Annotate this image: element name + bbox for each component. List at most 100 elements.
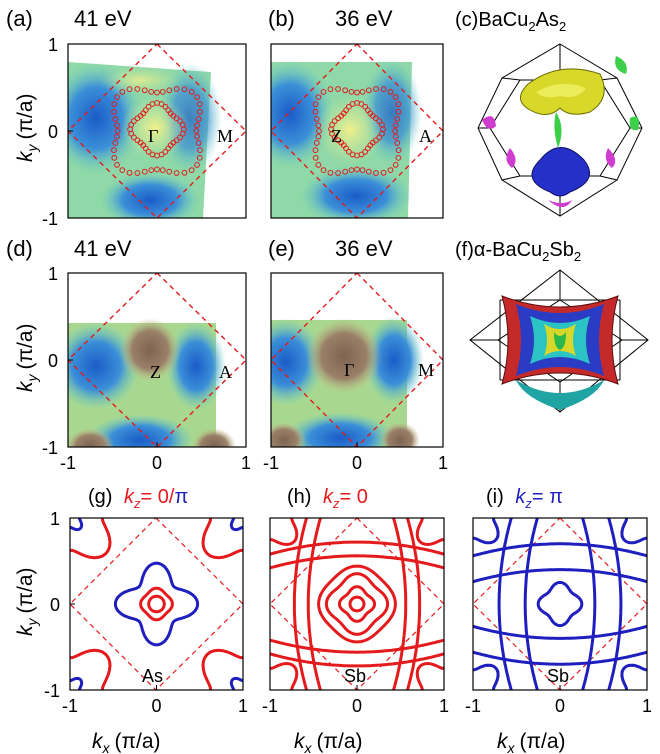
panel-b-marker-70 (359, 167, 366, 174)
xtick-e-0: 0 (352, 453, 362, 473)
panel-e-heatmap (271, 273, 443, 447)
panel-b-marker-60 (313, 140, 320, 146)
panel-a-marker-25 (145, 148, 152, 155)
panel-a-marker-7 (162, 103, 169, 110)
panel-d: (d) 41 eV Z A (6, 236, 247, 448)
panel-h-fs-sheet-b-2 (270, 540, 444, 556)
panel-d-point-center: Z (150, 362, 161, 382)
ytick-g--1: -1 (44, 681, 60, 701)
xtick-h-0: 0 (352, 696, 362, 716)
panel-b-marker-74 (387, 167, 394, 174)
panel-b-marker-61 (312, 147, 319, 154)
panel-h-fs-ring-2 (338, 585, 376, 623)
panel-b-marker-55 (312, 108, 319, 115)
panel-b-marker-58 (316, 128, 322, 134)
panel-b: (b) 36 eV Z A (268, 6, 444, 219)
panel-h-title: (h) kz= 0 (287, 486, 368, 511)
ytick-g-1: 1 (50, 509, 60, 529)
panel-g-fs-red-inner (147, 594, 166, 614)
panel-e-tag: (e) (268, 236, 295, 261)
panel-c-fermi-surface (482, 56, 639, 207)
panel-i-fs-sheet-a-3 (473, 624, 647, 640)
panel-b-marker-34 (376, 134, 383, 141)
panel-h-fs-sheet-a-0 (391, 518, 408, 690)
ytick-d-1: 1 (48, 264, 58, 284)
panel-i-fs-ring (536, 580, 584, 628)
panel-a-marker-58 (114, 128, 121, 134)
panel-g-bz-boundary (70, 518, 243, 690)
panel-a-marker-20 (131, 134, 137, 141)
panel-a-heatmap (68, 44, 246, 218)
panel-a-marker-66 (134, 170, 141, 176)
panel-a-marker-63 (114, 161, 120, 168)
panel-b-marker-68 (348, 167, 355, 174)
panel-a-marker-2 (177, 118, 183, 124)
panel-a-tag: (a) (6, 6, 33, 31)
panel-a-marker-71 (166, 168, 173, 175)
panel-b-marker-41 (392, 94, 399, 101)
panel-a-marker-50 (134, 86, 141, 92)
panel-b-bz-boundary (271, 44, 443, 218)
panel-b-frame (270, 43, 444, 219)
panel-i-fs-sheet-a-0 (581, 518, 597, 690)
panel-b-heatmap (271, 44, 443, 218)
panel-e-point-center: Γ (344, 360, 354, 380)
xtick-d--1: -1 (60, 453, 76, 473)
panel-f-fermi-surface (501, 295, 619, 410)
panel-a-marker-51 (126, 86, 133, 93)
panel-i-fermi-surface (473, 518, 647, 690)
panel-b-marker-15 (335, 115, 341, 122)
panel-g-fermi-surface (70, 518, 243, 690)
panel-b-marker-43 (380, 86, 387, 93)
panel-b-marker-40 (395, 101, 402, 108)
panel-b-marker-78 (394, 140, 401, 146)
panel-a-marker-55 (111, 108, 117, 115)
panel-b-marker-6 (365, 107, 371, 114)
panel-b-marker-66 (335, 170, 341, 176)
xlabel-i: kx (π/a) (497, 730, 566, 754)
xtick-i-1: 1 (642, 696, 652, 716)
panel-f: (f)α-BaCu2Sb2 (455, 239, 649, 413)
xtick-g--1: -1 (62, 696, 78, 716)
panel-a-fs-markers (111, 86, 203, 176)
panel-i: (i) kz= π Sb (472, 486, 648, 691)
panel-a-marker-53 (114, 94, 120, 101)
panel-b-marker-71 (365, 168, 372, 175)
panel-a-marker-60 (112, 140, 119, 146)
panel-b-marker-50 (335, 86, 341, 92)
panel-b-marker-24 (343, 145, 349, 152)
xtick-i--1: -1 (465, 696, 481, 716)
panel-a-marker-11 (145, 103, 152, 110)
panel-h-frame (269, 517, 445, 691)
panel-e-title: 36 eV (335, 236, 393, 261)
ylabel-bottom: ky(π/a) (14, 568, 40, 637)
panel-h-fermi-surface (270, 518, 444, 690)
panel-a-marker-52 (119, 88, 126, 95)
panel-b-marker-52 (320, 88, 327, 95)
panel-g-fs-blue-corner-2 (70, 518, 84, 532)
panel-b-marker-75 (392, 161, 399, 168)
panel-h-fs-sheet-b-0 (405, 518, 422, 690)
panel-b-marker-65 (327, 169, 334, 176)
panel-h-bz-boundary (270, 518, 444, 690)
panel-a-marker-62 (111, 154, 118, 161)
panel-b-marker-11 (345, 103, 352, 110)
panel-b-marker-37 (392, 122, 399, 129)
panel-g: (g) kz= 0/π As (69, 486, 244, 691)
panel-b-marker-73 (380, 169, 387, 176)
panel-a-point-center: Γ (148, 126, 158, 146)
panel-b-marker-7 (362, 103, 369, 110)
panel-a-marker-38 (195, 116, 202, 122)
panel-a-marker-6 (165, 107, 172, 114)
panel-a-marker-74 (188, 167, 195, 174)
panel-a-marker-64 (119, 167, 126, 174)
panel-h-fs-sheet-b-1 (292, 518, 309, 690)
panel-i-fs-sheet-b-1 (497, 518, 513, 690)
panel-h-fs-ring-4 (317, 564, 397, 644)
panel-a-marker-59 (114, 133, 120, 140)
panel-b-marker-48 (348, 88, 355, 95)
panel-b-marker-25 (345, 148, 352, 155)
panel-b-point-edge: A (419, 126, 432, 146)
panel-a-marker-73 (181, 169, 188, 176)
panel-h-plot (270, 518, 444, 690)
